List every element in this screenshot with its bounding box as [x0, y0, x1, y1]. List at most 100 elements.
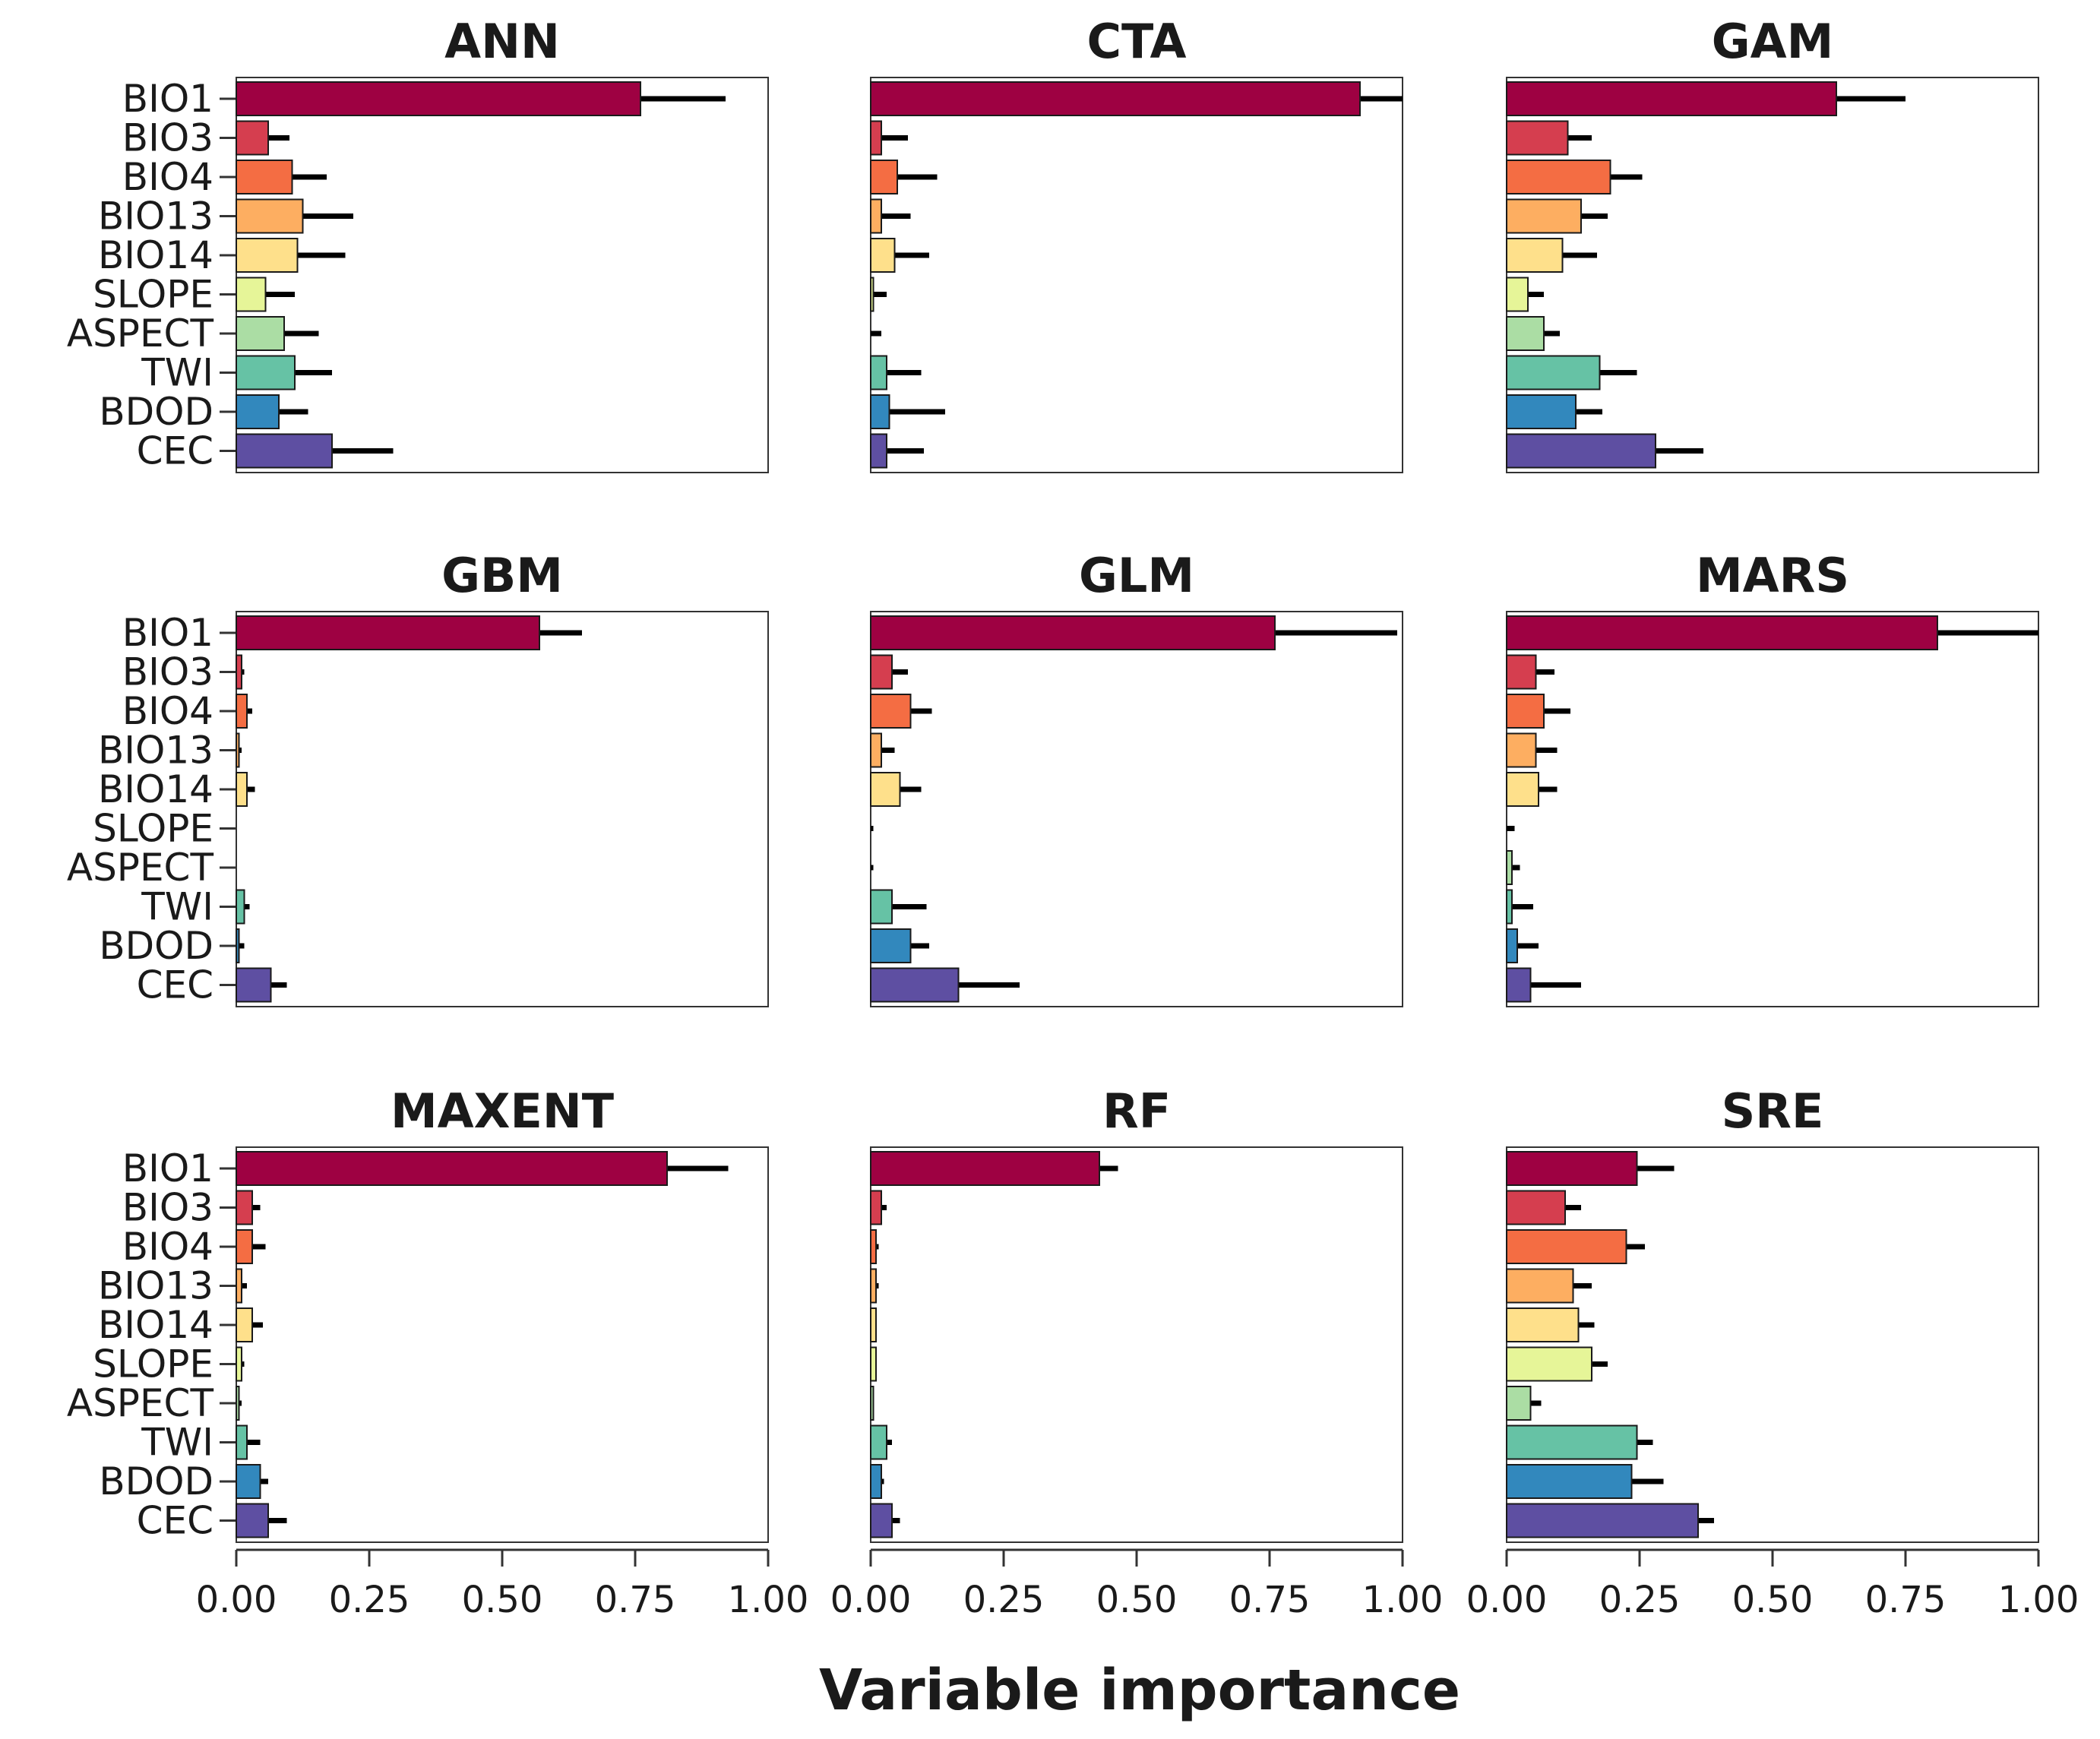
bar-cta-slope: [870, 277, 874, 312]
bar-cta-bio1: [870, 81, 1361, 116]
bar-ann-bdod: [236, 394, 280, 429]
x-tick-label-rf-4: 1.00: [1362, 1579, 1444, 1621]
variable-label-slope-row1: SLOPE: [93, 807, 213, 851]
bar-gam-bdod: [1506, 394, 1577, 429]
bar-maxent-slope: [236, 1346, 242, 1382]
variable-label-bio3-row2: BIO3: [122, 1186, 213, 1230]
variable-label-bio14-row1: BIO14: [98, 767, 213, 811]
bar-maxent-bio13: [236, 1268, 242, 1304]
bar-glm-twi: [870, 889, 893, 925]
bar-glm-bio1: [870, 615, 1276, 650]
x-tick-label-rf-0: 0.00: [830, 1579, 912, 1621]
variable-label-bio14-row0: BIO14: [98, 233, 213, 277]
panel-title-gbm: GBM: [441, 548, 563, 603]
variable-label-bio1-row1: BIO1: [122, 611, 213, 655]
x-tick-label-maxent-1: 0.25: [329, 1579, 410, 1621]
bar-gam-slope: [1506, 277, 1529, 312]
panel-title-rf: RF: [1102, 1083, 1171, 1139]
bar-rf-bio13: [870, 1268, 877, 1304]
bar-mars-bio13: [1506, 732, 1537, 768]
x-tick-label-maxent-0: 0.00: [196, 1579, 277, 1621]
x-tick-label-sre-2: 0.50: [1732, 1579, 1814, 1621]
panel-title-maxent: MAXENT: [391, 1083, 614, 1139]
panel-frame-gam: [1506, 77, 2039, 473]
variable-label-cec-row2: CEC: [137, 1499, 213, 1543]
variable-label-bio4-row0: BIO4: [122, 155, 213, 199]
bar-gbm-cec: [236, 967, 272, 1003]
bar-cta-bio3: [870, 120, 882, 156]
bar-sre-bio3: [1506, 1190, 1566, 1225]
panel-frame-maxent: [236, 1146, 769, 1543]
bar-maxent-bio4: [236, 1229, 253, 1264]
bar-glm-bio13: [870, 732, 882, 768]
bar-sre-bio13: [1506, 1268, 1574, 1304]
bar-cta-cec: [870, 433, 887, 469]
variable-label-twi-row0: TWI: [141, 351, 213, 395]
bar-gam-bio13: [1506, 198, 1582, 234]
panel-frame-rf: [870, 1146, 1403, 1543]
bar-ann-bio1: [236, 81, 641, 116]
bar-ann-twi: [236, 355, 296, 390]
bar-gbm-bio13: [236, 732, 240, 768]
variable-label-slope-row0: SLOPE: [93, 273, 213, 317]
bar-cta-twi: [870, 355, 887, 390]
bar-gam-aspect: [1506, 316, 1545, 351]
variable-label-bio1-row0: BIO1: [122, 77, 213, 121]
bar-rf-bio4: [870, 1229, 877, 1264]
bar-mars-cec: [1506, 967, 1532, 1003]
variable-label-cec-row0: CEC: [137, 429, 213, 473]
bar-sre-bio14: [1506, 1307, 1580, 1342]
bar-gam-bio4: [1506, 160, 1611, 194]
bar-glm-bio14: [870, 772, 901, 807]
variable-label-bio3-row1: BIO3: [122, 650, 213, 694]
variable-label-bio4-row1: BIO4: [122, 689, 213, 733]
panel-title-glm: GLM: [1079, 548, 1194, 603]
bar-ann-bio14: [236, 238, 299, 273]
bar-ann-bio3: [236, 120, 269, 156]
bar-rf-aspect: [870, 1386, 874, 1421]
bar-cta-bio14: [870, 238, 896, 273]
bar-gbm-bdod: [236, 928, 240, 963]
bar-gam-twi: [1506, 355, 1601, 390]
bar-rf-bio14: [870, 1307, 877, 1342]
panel-frame-glm: [870, 611, 1403, 1007]
bar-gam-bio14: [1506, 238, 1564, 273]
variable-label-twi-row1: TWI: [141, 885, 213, 929]
bar-maxent-bdod: [236, 1464, 261, 1499]
panel-title-cta: CTA: [1087, 14, 1187, 69]
x-tick-label-sre-4: 1.00: [1998, 1579, 2079, 1621]
bar-ann-aspect: [236, 316, 285, 351]
x-tick-label-maxent-2: 0.50: [462, 1579, 543, 1621]
variable-label-bio13-row0: BIO13: [98, 194, 213, 239]
bar-gbm-bio14: [236, 772, 248, 807]
bar-rf-cec: [870, 1503, 893, 1538]
bar-gam-cec: [1506, 433, 1656, 469]
variable-label-bio13-row2: BIO13: [98, 1264, 213, 1308]
panel-frame-gbm: [236, 611, 769, 1007]
bar-gbm-bio3: [236, 654, 242, 690]
bar-mars-aspect: [1506, 850, 1513, 885]
variable-label-slope-row2: SLOPE: [93, 1342, 213, 1386]
panel-frame-cta: [870, 77, 1403, 473]
bar-rf-bio3: [870, 1190, 882, 1225]
panel-frame-sre: [1506, 1146, 2039, 1543]
panel-title-gam: GAM: [1712, 14, 1834, 69]
bar-gbm-bio1: [236, 615, 540, 650]
panel-frame-mars: [1506, 611, 2039, 1007]
bar-cta-bio13: [870, 198, 882, 234]
x-tick-label-rf-1: 0.25: [963, 1579, 1045, 1621]
bar-sre-slope: [1506, 1346, 1592, 1382]
bar-maxent-cec: [236, 1503, 269, 1538]
x-tick-label-sre-1: 0.25: [1599, 1579, 1681, 1621]
bar-maxent-bio3: [236, 1190, 253, 1225]
bar-rf-twi: [870, 1424, 887, 1460]
variable-label-bio14-row2: BIO14: [98, 1303, 213, 1347]
bar-cta-bdod: [870, 394, 890, 429]
bar-mars-bdod: [1506, 928, 1518, 963]
x-tick-label-sre-3: 0.75: [1865, 1579, 1947, 1621]
variable-label-twi-row2: TWI: [141, 1421, 213, 1465]
bar-maxent-bio1: [236, 1151, 668, 1186]
variable-label-bio3-row0: BIO3: [122, 116, 213, 160]
bar-sre-bio4: [1506, 1229, 1627, 1264]
